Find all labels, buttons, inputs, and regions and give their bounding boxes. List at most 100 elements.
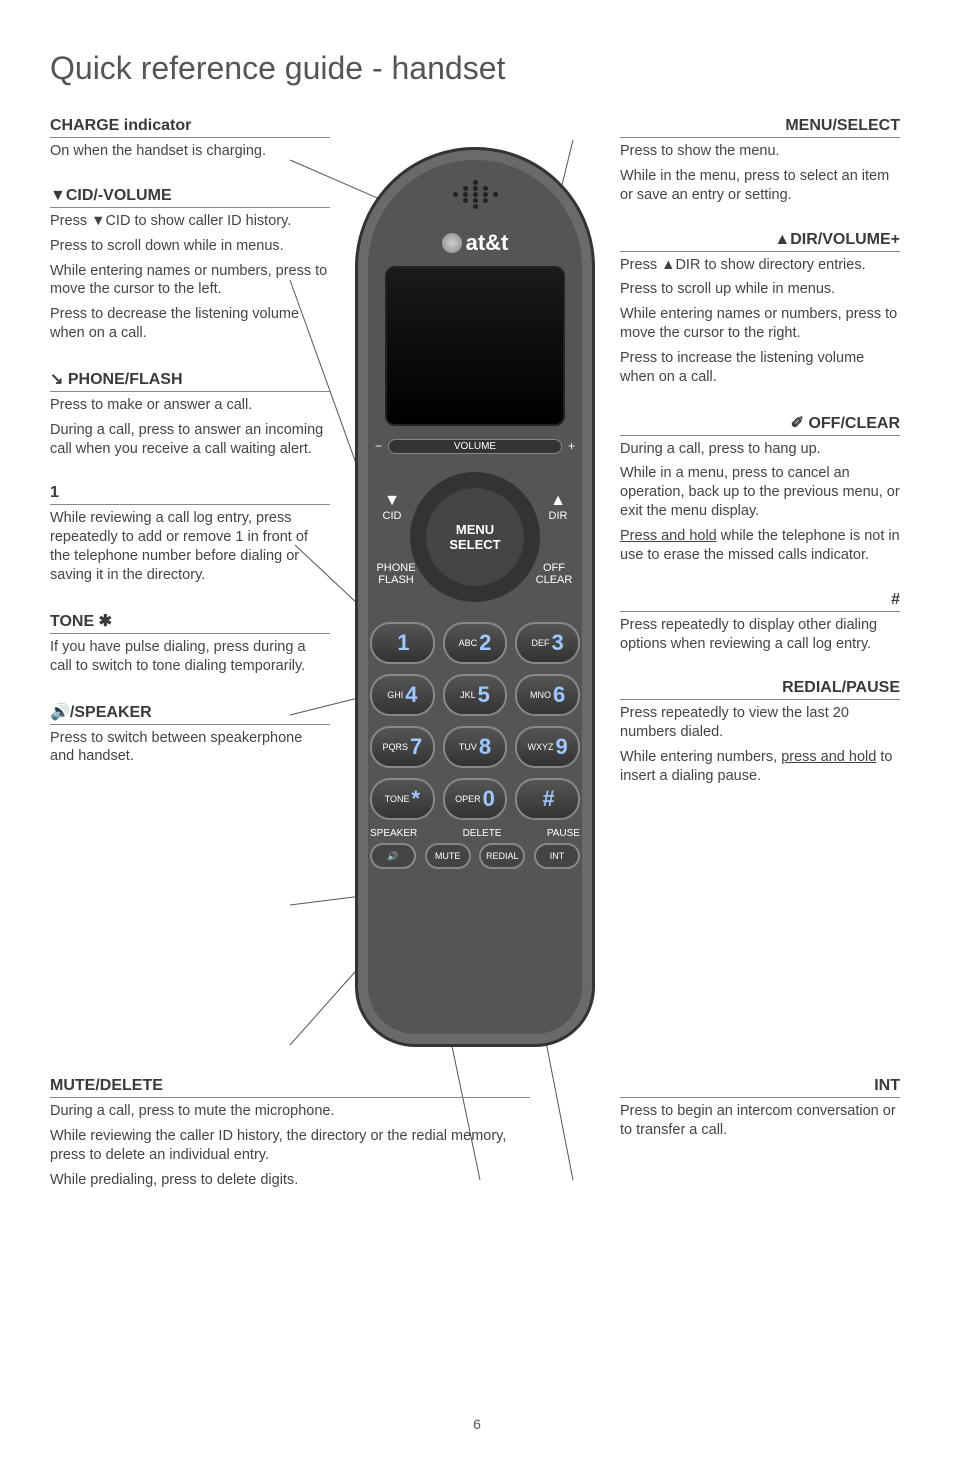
brand-text: at&t — [466, 230, 509, 256]
right-column: MENU/SELECT Press to show the menu. Whil… — [620, 117, 900, 1047]
speaker-label: SPEAKER — [370, 828, 417, 839]
section-mute-delete: MUTE/DELETE During a call, press to mute… — [50, 1077, 530, 1189]
section-tone: TONE ✱ If you have pulse dialing, press … — [50, 611, 330, 676]
mute-key[interactable]: MUTE — [425, 843, 471, 869]
redial-key[interactable]: REDIAL — [479, 843, 525, 869]
text: Press to scroll up while in menus. — [620, 280, 900, 299]
section-cid-volume: ▼CID/-VOLUME Press ▼CID to show caller I… — [50, 187, 330, 343]
key-3[interactable]: DEF3 — [515, 622, 580, 664]
text: During a call, press to answer an incomi… — [50, 421, 330, 459]
cid-text: CID — [383, 510, 402, 522]
key-1[interactable]: 1 — [370, 622, 435, 664]
cid-nav[interactable]: ▼CID — [375, 492, 409, 522]
phone-flash-nav[interactable]: PHONE FLASH — [371, 562, 421, 586]
dir-text: DIR — [549, 510, 568, 522]
text: Press to make or answer a call. — [50, 396, 330, 415]
delete-label: DELETE — [463, 828, 502, 839]
text: Press to increase the listening volume w… — [620, 349, 900, 387]
key-0[interactable]: OPER0 — [443, 778, 508, 820]
menu-select-button[interactable]: MENU SELECT — [410, 472, 540, 602]
text: Press to show the menu. — [620, 142, 900, 161]
heading-int: INT — [620, 1077, 900, 1098]
section-redial-pause: REDIAL/PAUSE Press repeatedly to view th… — [620, 679, 900, 785]
heading-off-clear: ✐ OFF/CLEAR — [620, 413, 900, 436]
text: Press ▼CID to show caller ID history. — [50, 212, 330, 231]
int-key[interactable]: INT — [534, 843, 580, 869]
key-7[interactable]: PQRS7 — [370, 726, 435, 768]
text: Press to decrease the listening volume w… — [50, 305, 330, 343]
heading-menu-select: MENU/SELECT — [620, 117, 900, 138]
text: While entering names or numbers, press t… — [620, 305, 900, 343]
clear-text: CLEAR — [536, 574, 573, 586]
text: Press to scroll down while in menus. — [50, 237, 330, 256]
bottom-labels: SPEAKER DELETE PAUSE — [370, 828, 580, 839]
left-column: CHARGE indicator On when the handset is … — [50, 117, 330, 1047]
section-hash: # Press repeatedly to display other dial… — [620, 591, 900, 654]
off-text: OFF — [543, 562, 565, 574]
plus-icon: + — [568, 439, 575, 453]
key-5[interactable]: JKL5 — [443, 674, 508, 716]
volume-label: VOLUME — [388, 439, 562, 454]
minus-icon: − — [375, 439, 382, 453]
phone-text: PHONE — [376, 562, 415, 574]
earpiece-dots — [445, 180, 505, 210]
section-int: INT Press to begin an intercom conversat… — [620, 1077, 900, 1140]
key-star[interactable]: TONE* — [370, 778, 435, 820]
page-number: 6 — [0, 1416, 954, 1432]
text: While entering names or numbers, press t… — [50, 262, 330, 300]
key-2[interactable]: ABC2 — [443, 622, 508, 664]
text: Press to begin an intercom conversation … — [620, 1102, 900, 1140]
section-one: 1 While reviewing a call log entry, pres… — [50, 484, 330, 584]
menu-label: MENU — [456, 522, 494, 537]
heading-dir-volume: ▲DIR/VOLUME+ — [620, 231, 900, 252]
text: If you have pulse dialing, press during … — [50, 638, 330, 676]
key-4[interactable]: GHI4 — [370, 674, 435, 716]
text: Press and hold while the telephone is no… — [620, 527, 900, 565]
text: While in the menu, press to select an it… — [620, 167, 900, 205]
text: Press to switch between speakerphone and… — [50, 729, 330, 767]
heading-one: 1 — [50, 484, 330, 505]
text: While in a menu, press to cancel an oper… — [620, 464, 900, 521]
text: Press repeatedly to view the last 20 num… — [620, 704, 900, 742]
handset-illustration: at&t − VOLUME + MENU SELECT ▼CID ▲DIR — [355, 147, 595, 1047]
pause-label: PAUSE — [547, 828, 580, 839]
globe-icon — [442, 233, 462, 253]
select-label: SELECT — [449, 537, 500, 552]
key-8[interactable]: TUV8 — [443, 726, 508, 768]
text: While entering numbers, press and hold t… — [620, 748, 900, 786]
display-screen — [385, 266, 565, 426]
section-speaker: 🔊/SPEAKER Press to switch between speake… — [50, 702, 330, 767]
text: While predialing, press to delete digits… — [50, 1171, 530, 1190]
heading-cid: ▼CID/-VOLUME — [50, 187, 330, 208]
speaker-key[interactable]: 🔊 — [370, 843, 416, 869]
heading-hash: # — [620, 591, 900, 612]
key-9[interactable]: WXYZ9 — [515, 726, 580, 768]
section-charge: CHARGE indicator On when the handset is … — [50, 117, 330, 161]
keypad: 1 ABC2 DEF3 GHI4 JKL5 MNO6 PQRS7 TUV8 WX… — [370, 622, 580, 820]
flash-text: FLASH — [378, 574, 413, 586]
section-phone-flash: ↘ PHONE/FLASH Press to make or answer a … — [50, 369, 330, 459]
text: Press ▲DIR to show directory entries. — [620, 256, 900, 275]
page-title: Quick reference guide - handset — [50, 50, 904, 87]
text: While reviewing the caller ID history, t… — [50, 1127, 530, 1165]
section-off-clear: ✐ OFF/CLEAR During a call, press to hang… — [620, 413, 900, 565]
text: During a call, press to hang up. — [620, 440, 900, 459]
text: Press repeatedly to display other dialin… — [620, 616, 900, 654]
key-6[interactable]: MNO6 — [515, 674, 580, 716]
heading-mute-delete: MUTE/DELETE — [50, 1077, 530, 1098]
heading-phone-flash: ↘ PHONE/FLASH — [50, 369, 330, 392]
text: While reviewing a call log entry, press … — [50, 509, 330, 584]
section-dir-volume: ▲DIR/VOLUME+ Press ▲DIR to show director… — [620, 231, 900, 387]
heading-redial-pause: REDIAL/PAUSE — [620, 679, 900, 700]
heading-charge: CHARGE indicator — [50, 117, 330, 138]
off-clear-nav[interactable]: OFF CLEAR — [529, 562, 579, 586]
brand-logo: at&t — [442, 230, 509, 256]
section-menu-select: MENU/SELECT Press to show the menu. Whil… — [620, 117, 900, 205]
dir-nav[interactable]: ▲DIR — [541, 492, 575, 522]
heading-tone: TONE ✱ — [50, 611, 330, 634]
text: On when the handset is charging. — [50, 142, 330, 161]
text: During a call, press to mute the microph… — [50, 1102, 530, 1121]
heading-speaker: 🔊/SPEAKER — [50, 702, 330, 725]
key-hash[interactable]: # — [515, 778, 580, 820]
volume-bar: − VOLUME + — [375, 436, 575, 456]
